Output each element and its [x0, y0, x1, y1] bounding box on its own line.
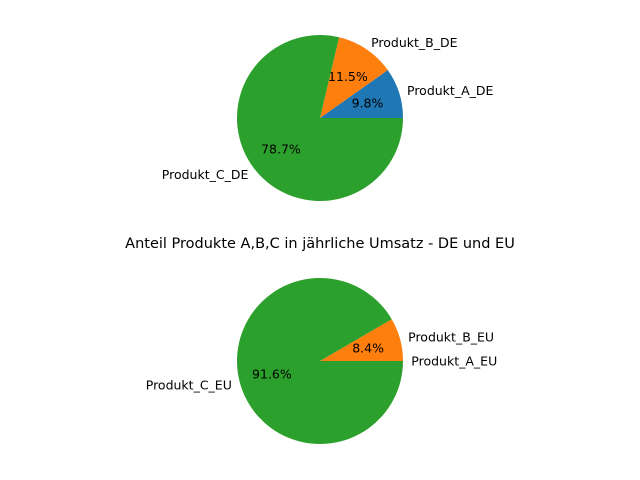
- slice-label-produkt-a-eu: Produkt_A_EU: [411, 354, 497, 369]
- slice-percent-produkt-a-de: 9.8%: [352, 95, 384, 110]
- slice-label-produkt-b-de: Produkt_B_DE: [371, 35, 458, 50]
- pie-slice-produkt-c-de: [236, 34, 403, 201]
- figure-title: Anteil Produkte A,B,C in jährliche Umsat…: [125, 236, 515, 252]
- pie-chart-de: Produkt_A_DE 9.8% Produkt_B_DE 11.5% Produkt…: [162, 35, 494, 201]
- slice-label-produkt-c-de: Produkt_C_DE: [162, 167, 249, 182]
- slice-percent-produkt-b-de: 11.5%: [328, 69, 368, 84]
- slice-label-produkt-c-eu: Produkt_C_EU: [146, 377, 232, 392]
- pie-slice-produkt-c-eu: [237, 277, 403, 444]
- pie-slice-produkt-b-de: [320, 37, 388, 119]
- pie-slice-produkt-b-eu: [320, 319, 403, 361]
- slice-percent-produkt-c-eu: 91.6%: [252, 366, 292, 381]
- slice-percent-produkt-b-eu: 8.4%: [352, 341, 384, 356]
- slice-percent-produkt-c-de: 78.7%: [261, 141, 301, 156]
- slice-label-produkt-a-de: Produkt_A_DE: [407, 83, 494, 98]
- pie-chart-eu: Produkt_A_EU0.0%Produkt_B_EU8.4%Produkt_…: [146, 277, 497, 444]
- slice-label-produkt-b-eu: Produkt_B_EU: [408, 330, 494, 345]
- pie-slice-produkt-a-de: [320, 70, 403, 118]
